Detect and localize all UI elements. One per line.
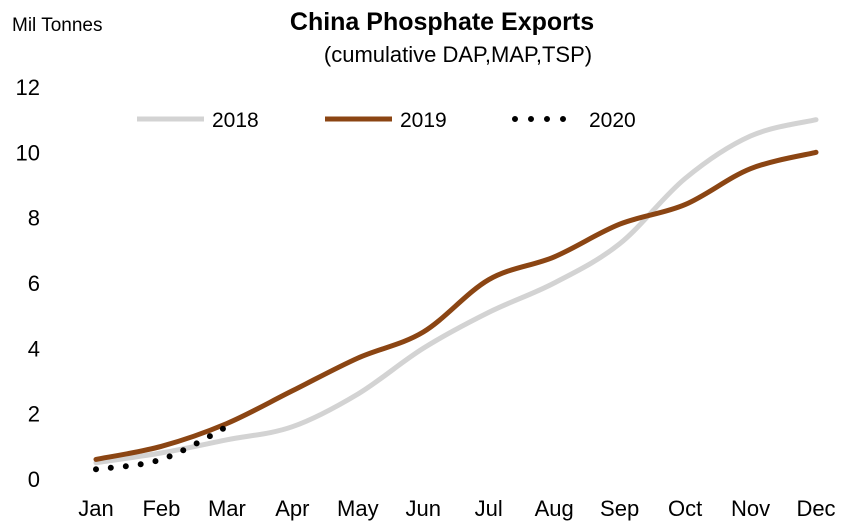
series-line-2018 bbox=[93, 117, 819, 466]
legend: 2018 2019 2020 bbox=[137, 109, 636, 132]
y-tick-label: 10 bbox=[16, 140, 40, 165]
x-tick-label: Oct bbox=[668, 496, 702, 521]
y-tick-label: 0 bbox=[28, 467, 40, 492]
x-tick-label: Dec bbox=[796, 496, 835, 521]
y-tick-label: 4 bbox=[28, 336, 40, 361]
legend-label-2019: 2019 bbox=[400, 109, 447, 132]
y-tick-label: 12 bbox=[16, 75, 40, 100]
y-tick-label: 6 bbox=[28, 271, 40, 296]
x-tick-label: Sep bbox=[600, 496, 639, 521]
x-axis-tick-labels: Jan Feb Mar Apr May Jun Jul Aug Sep Oct Nov Dec bbox=[78, 496, 835, 521]
y-tick-label: 8 bbox=[28, 206, 40, 231]
x-tick-label: Nov bbox=[731, 496, 770, 521]
legend-label-2020: 2020 bbox=[589, 109, 636, 132]
chart-subtitle: (cumulative DAP,MAP,TSP) bbox=[324, 42, 592, 67]
y-axis-tick-labels: 0 2 4 6 8 10 12 bbox=[16, 75, 40, 492]
series-line-2020 bbox=[93, 423, 230, 473]
x-tick-label: Feb bbox=[142, 496, 180, 521]
x-tick-label: Mar bbox=[208, 496, 246, 521]
series-line-2019 bbox=[93, 149, 819, 462]
y-tick-label: 2 bbox=[28, 402, 40, 427]
x-tick-label: Jan bbox=[78, 496, 113, 521]
x-tick-label: Jul bbox=[475, 496, 503, 521]
x-tick-label: Apr bbox=[275, 496, 309, 521]
x-tick-label: Jun bbox=[406, 496, 441, 521]
x-tick-label: May bbox=[337, 496, 379, 521]
legend-label-2018: 2018 bbox=[212, 109, 259, 132]
series-lines bbox=[93, 117, 819, 473]
y-axis-unit-label: Mil Tonnes bbox=[12, 15, 102, 36]
chart-title: China Phosphate Exports bbox=[290, 8, 594, 36]
x-tick-label: Aug bbox=[535, 496, 574, 521]
